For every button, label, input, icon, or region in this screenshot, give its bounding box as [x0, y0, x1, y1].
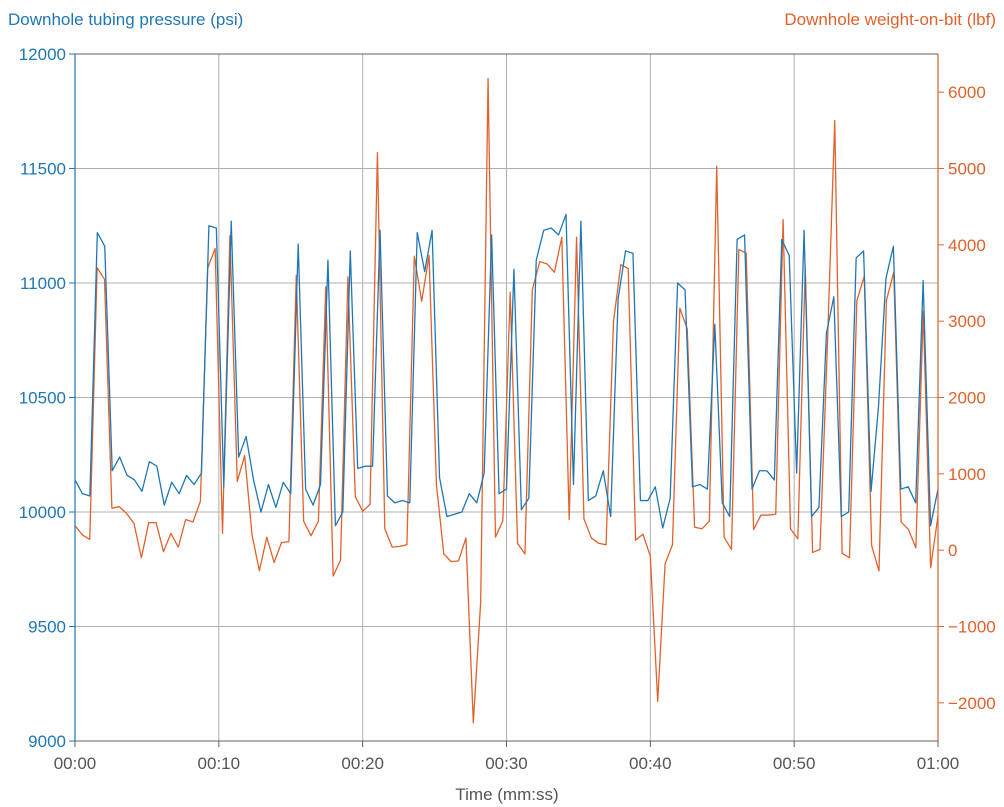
x-tick-label: 00:10 [198, 754, 241, 773]
x-tick-label: 00:50 [773, 754, 816, 773]
x-axis-title: Time (mm:ss) [455, 785, 558, 804]
left-axis-title: Downhole tubing pressure (psi) [8, 10, 243, 29]
x-tick-label: 01:00 [917, 754, 960, 773]
x-tick-label: 00:30 [485, 754, 528, 773]
right-tick-label: 3000 [948, 312, 986, 331]
right-tick-label: 1000 [948, 465, 986, 484]
left-tick-label: 12000 [19, 45, 66, 64]
series-layer [74, 77, 939, 724]
axes [69, 53, 944, 747]
wob-series-line [74, 77, 939, 724]
right-tick-label: −2000 [948, 694, 996, 713]
x-tick-label: 00:20 [341, 754, 384, 773]
right-tick-label: −1000 [948, 618, 996, 637]
right-tick-label: 0 [948, 541, 957, 560]
x-tick-label: 00:00 [54, 754, 97, 773]
tick-labels: 00:00 00:10 00:20 00:30 00:40 00:50 01:00 9000 9… [19, 45, 996, 773]
right-tick-label: 2000 [948, 389, 986, 408]
right-axis-title: Downhole weight-on-bit (lbf) [784, 10, 996, 29]
right-tick-label: 4000 [948, 236, 986, 255]
right-tick-label: 5000 [948, 160, 986, 179]
pressure-series-line [74, 213, 939, 529]
left-tick-label: 10000 [19, 503, 66, 522]
left-tick-label: 9500 [28, 618, 66, 637]
left-tick-label: 11000 [20, 274, 66, 293]
left-tick-label: 9000 [28, 732, 66, 751]
left-tick-label: 10500 [19, 389, 66, 408]
left-tick-label: 11500 [20, 160, 66, 179]
right-tick-label: 6000 [948, 83, 986, 102]
x-tick-label: 00:40 [629, 754, 672, 773]
